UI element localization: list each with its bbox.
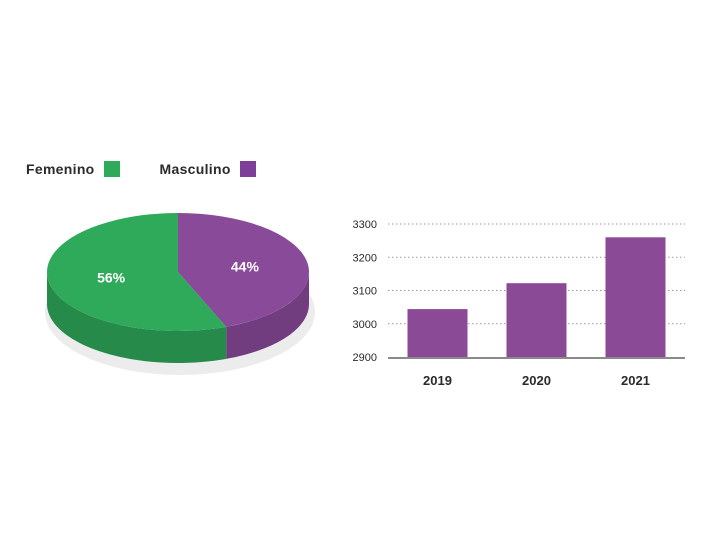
y-tick-label-3300: 3300	[353, 219, 377, 231]
pie-value-label-femenino: 56%	[97, 270, 126, 286]
legend-swatch-femenino	[103, 161, 120, 177]
x-tick-label-2019: 2019	[423, 373, 452, 388]
bar-2021	[605, 237, 666, 357]
pie-side-femenino	[47, 272, 227, 363]
bar-2019	[407, 309, 468, 357]
x-tick-label-2020: 2020	[522, 373, 551, 388]
x-tick-label-2021: 2021	[621, 373, 650, 388]
legend-item-masculino: Masculino	[160, 161, 256, 177]
legend-label-masculino: Masculino	[159, 161, 231, 177]
pie-side-masculino	[226, 272, 309, 359]
chart-legend: Femenino Masculino	[26, 161, 296, 177]
y-tick-label-3200: 3200	[353, 252, 377, 264]
legend-label-femenino: Femenino	[26, 161, 95, 177]
y-tick-label-3000: 3000	[353, 319, 377, 331]
pie-slice-femenino	[47, 213, 227, 331]
pie-chart: 44% 56%	[45, 213, 315, 375]
y-tick-label-2900: 2900	[353, 352, 377, 364]
bar-2020	[506, 283, 567, 357]
y-tick-label-3100: 3100	[353, 286, 377, 298]
legend-swatch-masculino	[239, 161, 256, 177]
bar-chart: 2900 3000 3100 3200 3300 2019 2020 2021	[353, 219, 685, 388]
pie-slice-masculino	[178, 213, 310, 327]
legend-item-femenino: Femenino	[26, 161, 120, 177]
pie-value-label-masculino: 44%	[231, 258, 260, 274]
